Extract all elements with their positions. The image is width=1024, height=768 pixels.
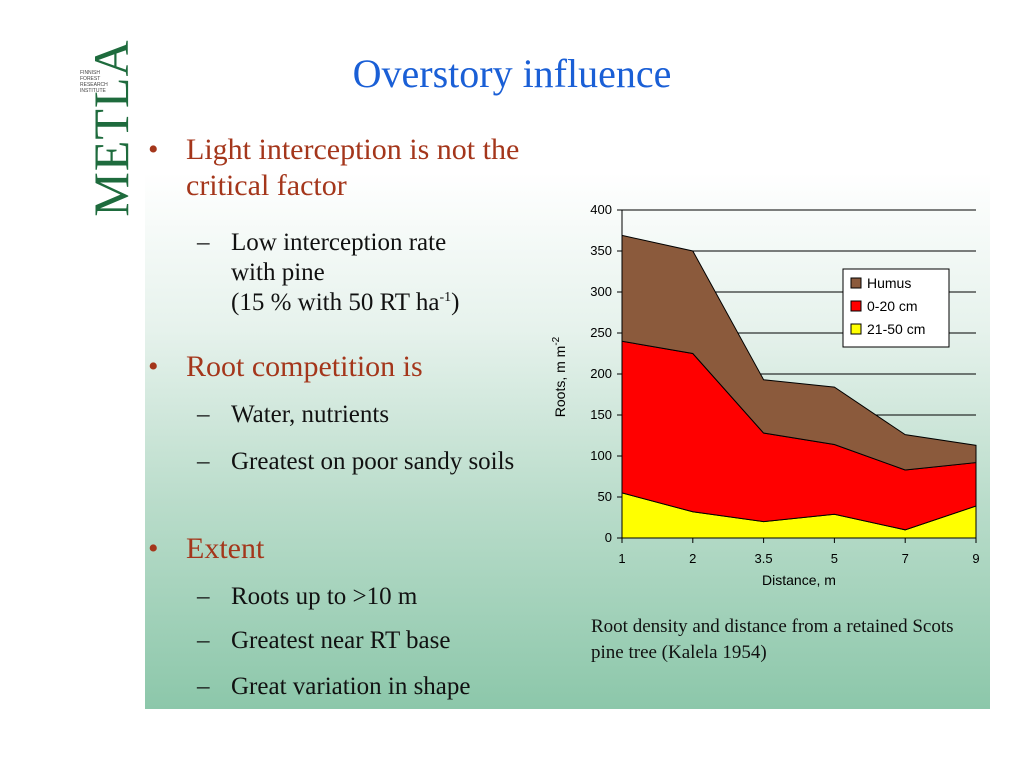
y-tick-label: 250 [590, 325, 612, 340]
y-axis-label: Roots, m m-2 [551, 336, 568, 417]
subbullet-line: ) [451, 289, 459, 316]
bullet-text: Light interception is not the critical f… [186, 132, 566, 204]
subbullet-text: Low interception rate with pine (15 % wi… [231, 228, 561, 318]
bullet-text: Root competition is [186, 349, 566, 385]
y-tick-label: 400 [590, 202, 612, 217]
subbullet-text: Greatest near RT base [231, 626, 561, 656]
subbullet-line: Low interception rate [231, 229, 446, 256]
y-tick-label: 50 [598, 489, 612, 504]
subbullet-text: Greatest on poor sandy soils [231, 447, 531, 477]
y-tick-label: 350 [590, 243, 612, 258]
x-tick-label: 5 [831, 551, 838, 566]
bullet-dot-icon: • [148, 132, 159, 168]
subbullet-line: with pine [231, 259, 325, 286]
legend-label: Humus [867, 275, 911, 291]
dash-icon: – [197, 400, 210, 430]
bullet-text: Extent [186, 531, 566, 567]
chart-caption: Root density and distance from a retaine… [591, 614, 981, 666]
root-density-chart: 0 50 100 150 200 250 300 350 400 1 2 3.5 5 7 9 Distan… [540, 195, 990, 595]
y-axis-label-main: Roots, m m [552, 346, 568, 418]
legend-swatch [851, 324, 861, 334]
bullet-dot-icon: • [148, 531, 159, 567]
subbullet-text: Water, nutrients [231, 400, 561, 430]
chart-legend: Humus 0-20 cm 21-50 cm [843, 269, 949, 347]
dash-icon: – [197, 672, 210, 702]
y-tick-label: 150 [590, 407, 612, 422]
dash-icon: – [197, 228, 210, 258]
x-tick-label: 7 [902, 551, 909, 566]
x-tick-label: 9 [972, 551, 979, 566]
superscript: -1 [439, 290, 451, 305]
legend-swatch [851, 278, 861, 288]
dash-icon: – [197, 582, 210, 612]
legend-swatch [851, 301, 861, 311]
y-tick-label: 0 [605, 530, 612, 545]
subbullet-text: Roots up to >10 m [231, 582, 561, 612]
legend-label: 21-50 cm [867, 321, 925, 337]
x-axis-label: Distance, m [762, 572, 836, 588]
y-tick-label: 200 [590, 366, 612, 381]
x-tick-label: 3.5 [755, 551, 773, 566]
y-tick-labels: 0 50 100 150 200 250 300 350 400 [590, 202, 612, 545]
dash-icon: – [197, 447, 210, 477]
y-axis-label-superscript: -2 [551, 336, 562, 345]
y-tick-label: 300 [590, 284, 612, 299]
subbullet-text: Great variation in shape [231, 672, 561, 702]
x-tick-labels: 1 2 3.5 5 7 9 [618, 551, 979, 566]
subbullet-line: (15 % with 50 RT ha [231, 289, 439, 316]
dash-icon: – [197, 626, 210, 656]
legend-label: 0-20 cm [867, 298, 918, 314]
x-tick-label: 1 [618, 551, 625, 566]
x-tick-label: 2 [689, 551, 696, 566]
y-tick-label: 100 [590, 448, 612, 463]
slide-title: Overstory influence [0, 50, 1024, 97]
bullet-dot-icon: • [148, 349, 159, 385]
